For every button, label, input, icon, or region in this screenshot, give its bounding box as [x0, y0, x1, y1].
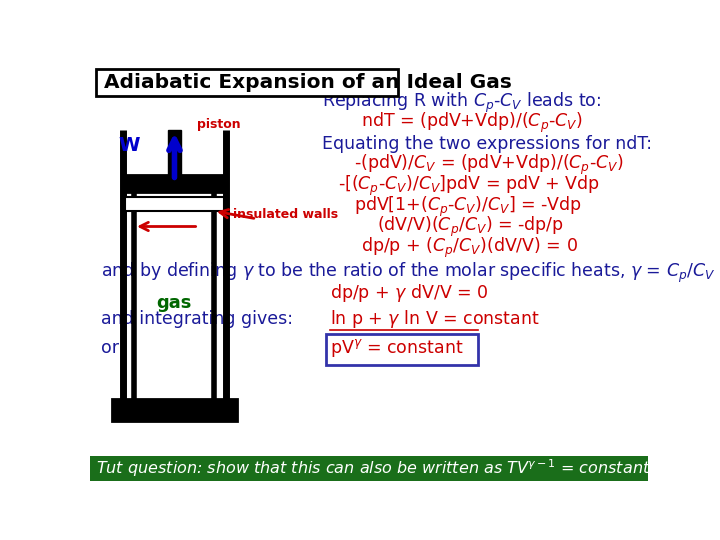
- Text: -(pdV)/$C_V$ = (pdV+Vdp)/($C_p$-$C_V$): -(pdV)/$C_V$ = (pdV+Vdp)/($C_p$-$C_V$): [354, 153, 623, 177]
- Text: Tut question: show that this can also be written as TV$^{\gamma-1}$ = constant: Tut question: show that this can also be…: [96, 457, 651, 479]
- Text: dp/p + $\gamma$ dV/V = 0: dp/p + $\gamma$ dV/V = 0: [330, 282, 489, 305]
- Text: Equating the two expressions for ndT:: Equating the two expressions for ndT:: [323, 135, 652, 153]
- Text: dp/p + ($C_p$/$C_V$)(dV/V) = 0: dp/p + ($C_p$/$C_V$)(dV/V) = 0: [361, 236, 578, 260]
- Bar: [125, 175, 224, 192]
- Text: and integrating gives:: and integrating gives:: [101, 310, 293, 328]
- Bar: [96, 70, 398, 96]
- Text: Replacing R with $C_p$-$C_V$ leads to:: Replacing R with $C_p$-$C_V$ leads to:: [323, 91, 602, 116]
- Text: gas: gas: [156, 294, 192, 313]
- Text: W: W: [118, 136, 140, 155]
- Text: insulated walls: insulated walls: [233, 208, 338, 221]
- Text: piston: piston: [197, 118, 240, 131]
- Text: and by defining $\gamma$ to be the ratio of the molar specific heats, $\gamma$ =: and by defining $\gamma$ to be the ratio…: [101, 261, 715, 285]
- Text: Adiabatic Expansion of an Ideal Gas: Adiabatic Expansion of an Ideal Gas: [104, 73, 512, 92]
- Bar: [125, 197, 224, 211]
- Bar: [112, 399, 238, 421]
- Text: -[($C_p$-$C_V$)/$C_V$]pdV = pdV + Vdp: -[($C_p$-$C_V$)/$C_V$]pdV = pdV + Vdp: [338, 173, 600, 198]
- Text: pdV[1+($C_p$-$C_V$)/$C_V$] = -Vdp: pdV[1+($C_p$-$C_V$)/$C_V$] = -Vdp: [354, 194, 582, 219]
- Bar: [326, 334, 477, 365]
- Bar: [168, 130, 181, 175]
- Bar: [90, 456, 648, 481]
- Text: pV$^\gamma$ = constant: pV$^\gamma$ = constant: [330, 337, 464, 359]
- Text: or: or: [101, 339, 119, 357]
- Text: (dV/V)($C_p$/$C_V$) = -dp/p: (dV/V)($C_p$/$C_V$) = -dp/p: [377, 215, 564, 239]
- Text: ndT = (pdV+Vdp)/($C_p$-$C_V$): ndT = (pdV+Vdp)/($C_p$-$C_V$): [361, 111, 583, 136]
- Text: ln p + $\gamma$ ln V = constant: ln p + $\gamma$ ln V = constant: [330, 308, 540, 330]
